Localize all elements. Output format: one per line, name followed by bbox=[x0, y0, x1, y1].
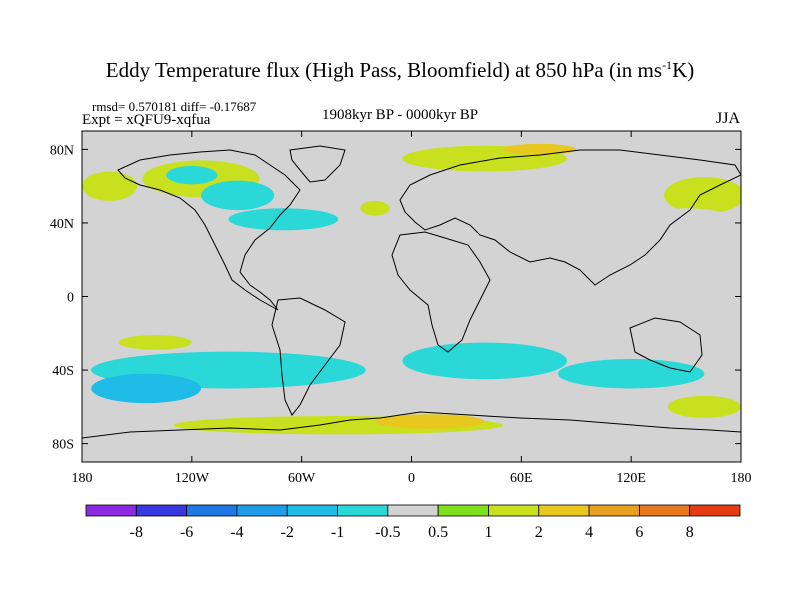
field-regions bbox=[82, 143, 741, 435]
x-tick-label: 60W bbox=[288, 471, 316, 486]
colorbar-swatch bbox=[186, 504, 238, 517]
colorbar-label: 0.5 bbox=[428, 524, 448, 541]
field-region-4 bbox=[82, 171, 137, 201]
colorbar-swatch bbox=[689, 504, 741, 517]
coastlines bbox=[82, 145, 741, 439]
colorbar-swatch bbox=[488, 504, 540, 517]
y-tick-label: 80N bbox=[50, 143, 74, 158]
y-tick-label: 40S bbox=[52, 364, 74, 379]
field-region-3 bbox=[228, 208, 339, 231]
colorbar-label: 1 bbox=[484, 524, 492, 541]
field-region-10 bbox=[664, 176, 741, 214]
colorbar-label: -1 bbox=[331, 524, 344, 541]
coastline-eurasia bbox=[399, 149, 741, 286]
colorbar-swatch bbox=[337, 504, 389, 517]
colorbar-label: 8 bbox=[686, 524, 694, 541]
x-tick-label: 180 bbox=[731, 471, 752, 486]
coastline-antarctica bbox=[82, 411, 741, 439]
field-region-9 bbox=[521, 191, 650, 236]
coastline-greenland bbox=[289, 145, 346, 183]
y-tick-label: 80S bbox=[52, 438, 74, 453]
colorbar-label: -2 bbox=[281, 524, 294, 541]
field-region-14 bbox=[118, 335, 192, 350]
coastline-africa bbox=[391, 231, 491, 353]
colorbar-swatch bbox=[236, 504, 288, 517]
stats-text: rmsd= 0.570181 diff= -0.17687 bbox=[92, 99, 257, 114]
y-tick-label: 40N bbox=[50, 217, 74, 232]
field-region-19 bbox=[667, 395, 741, 418]
colorbar-label: -4 bbox=[230, 524, 243, 541]
colorbar: -8 -6 -4 -2 -1 -0.5 0.5 1 2 4 6 8 bbox=[85, 504, 741, 541]
field-region-18 bbox=[374, 414, 485, 429]
experiment-label: Expt = xQFU9-xqfua bbox=[82, 112, 211, 128]
field-region-7 bbox=[503, 143, 577, 155]
period-label: 1908kyr BP - 0000kyr BP bbox=[321, 107, 479, 123]
colorbar-swatch bbox=[135, 504, 188, 517]
field-region-2 bbox=[200, 180, 275, 211]
field-region-11 bbox=[640, 208, 732, 231]
x-tick-label: 60E bbox=[510, 471, 533, 486]
chart-title: Eddy Temperature flux (High Pass, Bloomf… bbox=[105, 58, 695, 82]
coastline-south-america bbox=[271, 297, 346, 416]
field-region-15 bbox=[402, 342, 568, 380]
y-axis: 80N 40N 0 40S 80S bbox=[50, 143, 741, 453]
colorbar-swatch bbox=[387, 504, 439, 517]
colorbar-label: -0.5 bbox=[375, 524, 400, 541]
colorbar-label: -6 bbox=[180, 524, 193, 541]
coastline-australia bbox=[629, 317, 703, 373]
colorbar-label: -8 bbox=[130, 524, 143, 541]
colorbar-swatch bbox=[538, 504, 590, 517]
colorbar-swatch bbox=[638, 504, 691, 517]
x-tick-label: 120E bbox=[616, 471, 646, 486]
y-tick-label: 0 bbox=[67, 291, 74, 306]
colorbar-label: 4 bbox=[585, 524, 593, 541]
field-region-5 bbox=[360, 200, 390, 216]
season-label: JJA bbox=[715, 110, 740, 127]
colorbar-label: 2 bbox=[535, 524, 543, 541]
coastline-north-america bbox=[117, 149, 301, 311]
x-tick-label: 0 bbox=[408, 471, 415, 486]
x-tick-label: 180 bbox=[72, 471, 93, 486]
field-region-16 bbox=[557, 359, 705, 389]
x-axis: 180 120W 60W 0 60E 120E 180 bbox=[72, 131, 752, 486]
colorbar-swatch bbox=[588, 504, 640, 517]
x-tick-label: 120W bbox=[175, 471, 210, 486]
field-region-13 bbox=[91, 373, 201, 404]
colorbar-swatch bbox=[286, 504, 338, 517]
colorbar-swatch bbox=[85, 504, 137, 517]
colorbar-label: 6 bbox=[635, 524, 643, 541]
colorbar-swatch bbox=[437, 504, 489, 517]
field-region-1 bbox=[166, 165, 218, 185]
